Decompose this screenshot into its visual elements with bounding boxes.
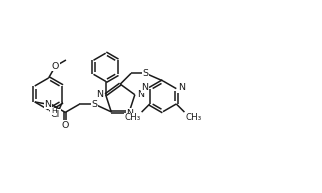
Text: N: N — [137, 90, 144, 99]
Text: CH₃: CH₃ — [125, 113, 141, 122]
Text: O: O — [62, 121, 69, 130]
Text: N: N — [44, 100, 52, 109]
Text: N: N — [141, 83, 148, 92]
Text: S: S — [142, 69, 148, 78]
Text: S: S — [92, 100, 98, 109]
Text: N: N — [127, 109, 133, 118]
Text: Cl: Cl — [51, 110, 60, 119]
Text: CH₃: CH₃ — [185, 113, 201, 122]
Text: N: N — [178, 83, 185, 92]
Text: H: H — [51, 108, 56, 114]
Text: N: N — [96, 90, 103, 99]
Text: O: O — [52, 62, 59, 71]
